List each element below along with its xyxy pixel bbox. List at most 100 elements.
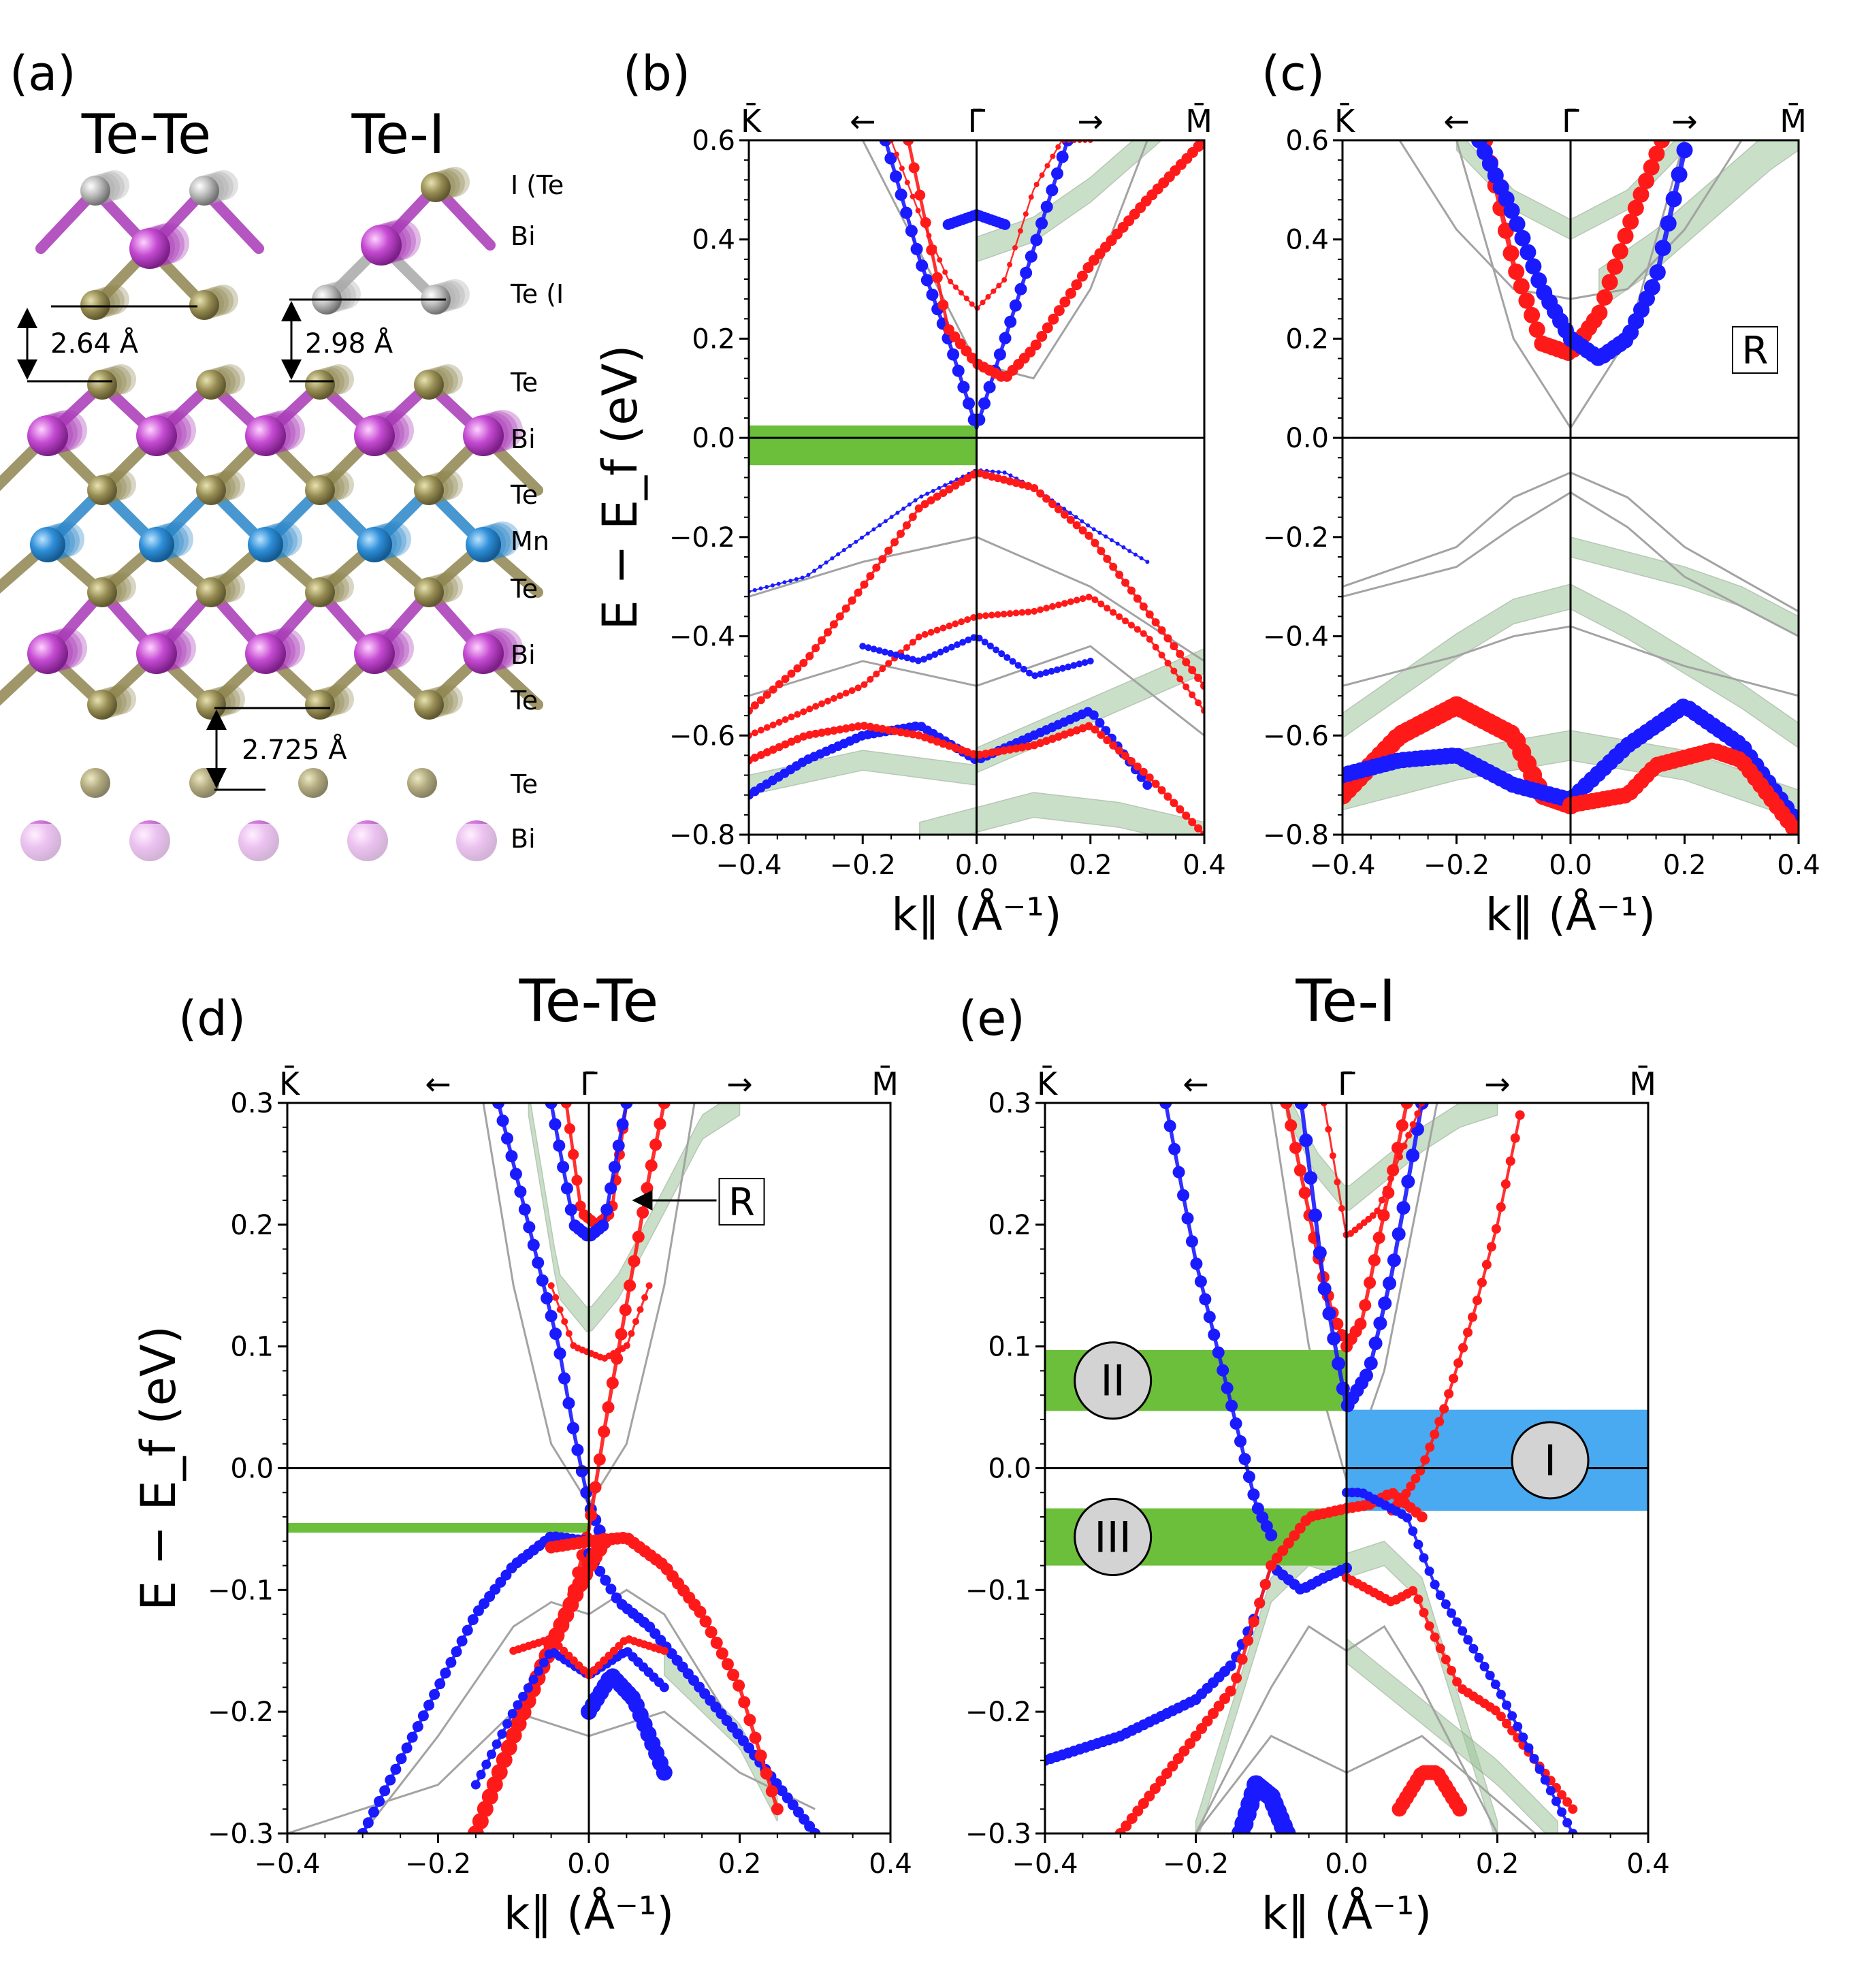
- y-tick-label: 0.0: [988, 1454, 1031, 1485]
- spin-marker-down: [1660, 215, 1677, 232]
- spin-marker-down: [1087, 658, 1094, 664]
- spin-marker-down: [1040, 200, 1053, 213]
- spin-marker-up: [1496, 1712, 1506, 1722]
- spin-marker-up: [1364, 1277, 1377, 1289]
- spin-marker-up: [699, 1615, 712, 1628]
- spin-marker-down: [1042, 669, 1050, 677]
- bi-atom: [136, 633, 177, 674]
- spin-marker-up: [946, 622, 953, 630]
- gap-label-circle: [1511, 1421, 1590, 1500]
- spin-marker-up: [836, 692, 843, 699]
- spin-marker-down: [1109, 538, 1114, 543]
- spin-marker-down: [1238, 1453, 1251, 1466]
- spin-marker-up: [1012, 609, 1020, 617]
- te-atom: [87, 577, 117, 607]
- spin-marker-up: [762, 690, 771, 699]
- bi-atom: [245, 633, 286, 674]
- spin-marker-down: [952, 364, 965, 377]
- spin-marker-down: [656, 1764, 673, 1781]
- spin-marker-down: [1490, 1680, 1500, 1690]
- spin-marker-up: [1374, 1207, 1381, 1215]
- spin-marker-up: [628, 1255, 641, 1268]
- spin-marker-up: [873, 670, 880, 677]
- spin-marker-up: [1139, 602, 1148, 611]
- spin-marker-up: [818, 728, 826, 737]
- spin-marker-up: [658, 1103, 671, 1109]
- spin-marker-up: [824, 697, 831, 705]
- spin-marker-up: [1334, 1179, 1341, 1186]
- spin-marker-up: [1133, 626, 1141, 633]
- spin-marker-up: [1039, 172, 1045, 178]
- spin-marker-up: [1643, 159, 1660, 176]
- spin-marker-down: [1172, 1166, 1185, 1179]
- spin-marker-up: [1505, 1156, 1515, 1166]
- spin-marker-up: [1225, 1685, 1236, 1697]
- spin-marker-down: [1327, 1332, 1341, 1346]
- spin-marker-up: [1161, 1767, 1172, 1779]
- gap-region: [287, 1522, 589, 1533]
- spin-marker-up: [1183, 683, 1190, 690]
- spin-marker-up: [1591, 304, 1608, 321]
- spin-marker-down: [1074, 515, 1078, 519]
- spin-marker-up: [1458, 1343, 1468, 1353]
- x-axis-label: k∥ (Å⁻¹): [891, 888, 1061, 941]
- spin-marker-up: [477, 1800, 494, 1817]
- spin-marker-up: [1231, 1672, 1242, 1684]
- spin-marker-down: [1643, 278, 1660, 295]
- spin-marker-up: [897, 530, 905, 538]
- spin-marker-up: [1030, 483, 1039, 492]
- spin-marker-up: [1054, 505, 1063, 514]
- spin-marker-up: [927, 496, 935, 504]
- chart-panel-b: −0.4 −0.2 0.0 0.2 0.4 −0.8 −0.6 −0.4 −0.2 0.0 0.2 0…: [592, 103, 1226, 941]
- spin-marker-down: [860, 535, 865, 540]
- spin-marker-up: [1372, 1232, 1385, 1245]
- spin-marker-up: [624, 1279, 637, 1292]
- spin-marker-up: [1084, 722, 1093, 731]
- path-label: Γ̄: [968, 103, 986, 140]
- spin-marker-up: [1190, 1730, 1202, 1742]
- spin-marker-up: [1044, 163, 1050, 169]
- spin-marker-down: [957, 381, 970, 394]
- spin-marker-up: [872, 563, 881, 572]
- spin-marker-down: [765, 585, 769, 590]
- path-label: ←: [1183, 1065, 1209, 1102]
- y-tick-label: −0.4: [1263, 622, 1329, 653]
- spin-marker-down: [1299, 1134, 1313, 1148]
- spin-marker-down: [1557, 1807, 1567, 1817]
- spin-marker-up: [769, 685, 777, 694]
- spin-marker-up: [1018, 743, 1027, 752]
- spin-marker-up: [1236, 1654, 1248, 1665]
- spin-marker-up: [1524, 306, 1541, 323]
- spin-marker-down: [870, 645, 878, 653]
- spin-marker-down: [920, 274, 933, 287]
- spin-marker-down: [1568, 1829, 1578, 1833]
- y-tick-label: −0.3: [208, 1818, 274, 1850]
- spin-marker-down: [594, 1565, 606, 1577]
- spin-marker-up: [1024, 742, 1033, 751]
- spin-marker-up: [1133, 762, 1142, 771]
- layer-label: Bi: [511, 824, 536, 854]
- spin-marker-down: [1009, 299, 1022, 312]
- spin-marker-down: [998, 650, 1006, 658]
- spin-marker-up: [1467, 1312, 1477, 1322]
- spin-marker-up: [841, 724, 850, 733]
- spin-marker-up: [605, 1651, 613, 1660]
- spin-marker-up: [915, 633, 922, 641]
- spin-marker-down: [937, 648, 944, 656]
- spin-marker-up: [590, 1666, 598, 1675]
- path-label: Γ̄: [580, 1065, 598, 1102]
- r-label-box: [718, 1178, 765, 1226]
- spin-marker-up: [1109, 562, 1118, 571]
- spin-marker-up: [585, 1509, 598, 1522]
- spin-marker-up: [899, 165, 905, 172]
- spin-marker-down: [806, 573, 811, 577]
- spin-marker-up: [1066, 515, 1075, 524]
- spin-marker-up: [1001, 277, 1008, 283]
- spin-marker-up: [645, 1159, 658, 1172]
- spin-marker-up: [1049, 603, 1056, 610]
- bi-atom: [354, 415, 395, 456]
- spin-marker-up: [1627, 199, 1644, 217]
- spin-marker-up: [1176, 650, 1185, 658]
- spin-marker-up: [775, 680, 784, 688]
- layer-label: Te (I: [510, 279, 564, 309]
